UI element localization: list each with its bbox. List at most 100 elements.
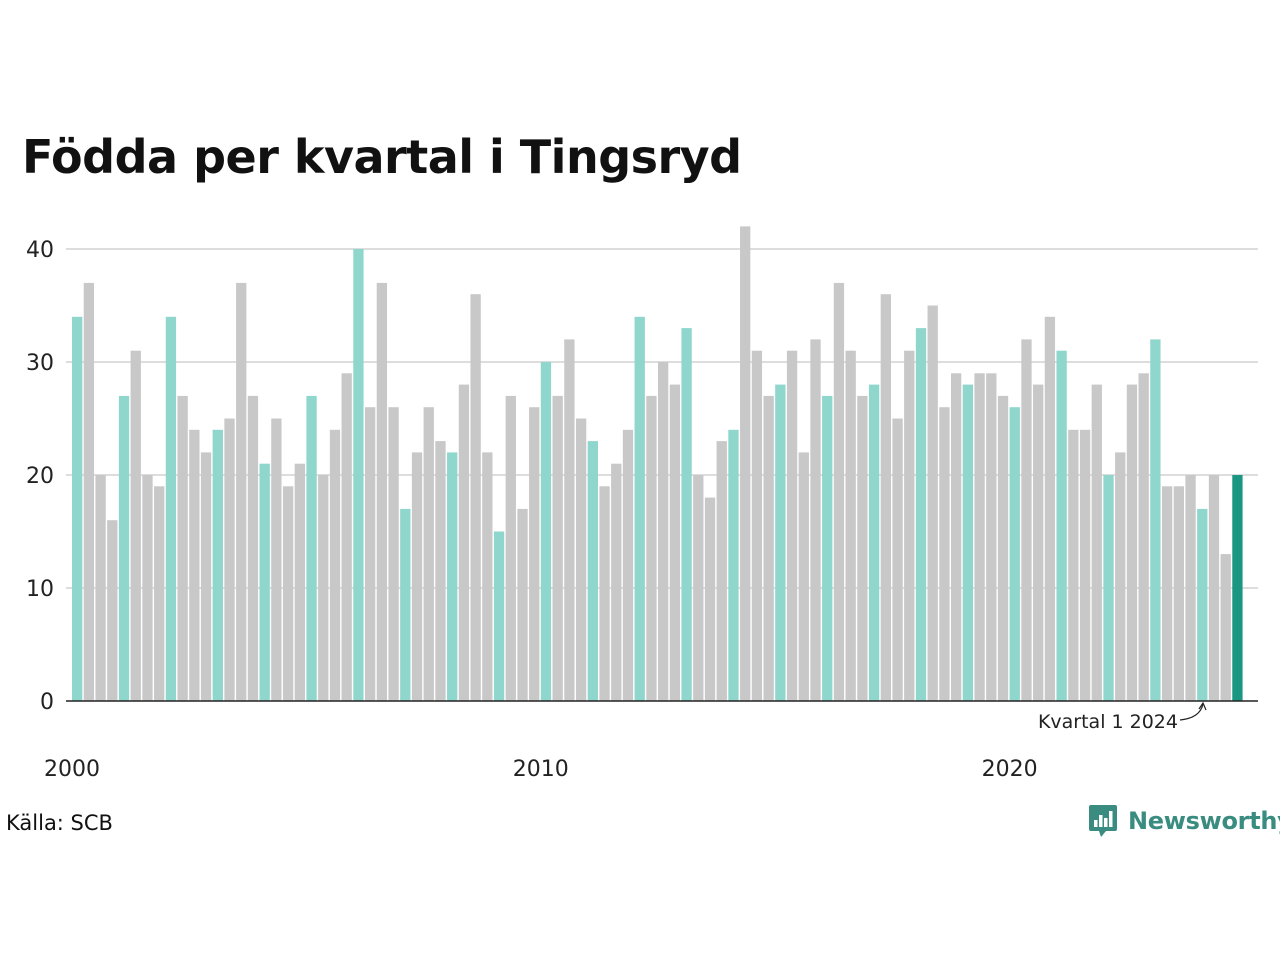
bar: [236, 282, 247, 701]
bar: [306, 395, 317, 701]
bar: [1126, 384, 1138, 701]
bar: [1197, 508, 1208, 701]
bar: [880, 294, 891, 701]
bar: [189, 429, 200, 701]
bar: [798, 452, 809, 701]
bar: [329, 429, 341, 701]
bar: [986, 373, 997, 701]
bar: [1009, 407, 1020, 701]
bar: [704, 497, 716, 701]
bar: [857, 395, 868, 701]
bar: [341, 373, 352, 701]
bar: [540, 362, 552, 701]
bar: [997, 395, 1009, 701]
bar: [892, 418, 903, 701]
bar: [1091, 384, 1102, 701]
bar: [740, 226, 751, 701]
x-axis: 2000 2010 2020: [44, 700, 1258, 782]
bar: [868, 384, 880, 701]
bar: [833, 282, 845, 701]
bar: [974, 373, 985, 701]
bar: [728, 429, 739, 701]
bar: [493, 531, 505, 701]
bar: [1056, 350, 1067, 701]
annotation: Kvartal 1 2024: [1038, 701, 1207, 733]
bar: [915, 328, 927, 701]
bar: [259, 463, 270, 701]
bar: [388, 407, 399, 701]
annotation-arrowhead: [1198, 701, 1207, 711]
bar: [118, 395, 130, 701]
bar: [564, 339, 575, 701]
bar: [95, 475, 106, 701]
annotation-label: Kvartal 1 2024: [1038, 711, 1178, 733]
bar: [1161, 486, 1173, 701]
bar: [716, 441, 727, 701]
y-tick-label: 40: [26, 238, 54, 263]
bar: [904, 350, 915, 701]
bar: [587, 441, 598, 701]
bar: [447, 452, 458, 701]
x-tick-label: 2000: [44, 757, 100, 782]
x-tick-label: 2010: [513, 757, 569, 782]
y-tick-label: 0: [40, 690, 54, 715]
brand-name: Newsworthy: [1128, 807, 1280, 835]
bar: [294, 463, 305, 701]
y-axis: 0 10 20 30 40: [26, 238, 54, 715]
bar: [693, 475, 704, 701]
bar: [1138, 373, 1149, 701]
bar-chart: 0 10 20 30 40 2000 2010 2020 Kvartal 1 2024: [26, 226, 1258, 782]
bar: [318, 475, 329, 701]
bar: [681, 328, 692, 701]
bar: [646, 395, 657, 701]
bar: [177, 395, 188, 701]
newsworthy-logo-icon: [1089, 805, 1117, 837]
bar: [1208, 475, 1220, 701]
bar: [212, 429, 223, 701]
bar: [517, 508, 528, 701]
bar: [1103, 475, 1114, 701]
bar: [611, 463, 622, 701]
bar: [822, 395, 833, 701]
bar: [1033, 384, 1044, 701]
bar: [927, 305, 938, 701]
bar: [786, 350, 798, 701]
bar: [247, 395, 259, 701]
bar: [482, 452, 493, 701]
bar: [200, 452, 212, 701]
bar: [282, 486, 294, 701]
source-note: Källa: SCB: [6, 811, 113, 835]
bar: [224, 418, 235, 701]
brand-logo: Newsworthy: [1088, 803, 1280, 839]
y-tick-label: 10: [26, 577, 54, 602]
bar: [552, 395, 563, 701]
bar: [165, 316, 177, 701]
bar: [634, 316, 645, 701]
bar: [72, 316, 83, 701]
bar: [962, 384, 974, 701]
bar: [435, 441, 446, 701]
bar: [669, 384, 681, 701]
bar: [575, 418, 587, 701]
bar: [810, 339, 821, 701]
chart-title: Födda per kvartal i Tingsryd: [22, 130, 742, 184]
bar: [658, 362, 669, 701]
bar: [1185, 475, 1196, 701]
bar: [951, 373, 962, 701]
bars: [72, 226, 1243, 701]
y-tick-label: 20: [26, 464, 54, 489]
bar: [83, 282, 95, 701]
bar: [458, 384, 470, 701]
bar: [411, 452, 423, 701]
bar: [1068, 429, 1079, 701]
bar: [142, 475, 153, 701]
bar: [400, 508, 411, 701]
bar: [130, 350, 141, 701]
bar: [1173, 486, 1184, 701]
x-tick-label: 2020: [982, 757, 1038, 782]
bar: [470, 294, 481, 701]
bar: [1220, 554, 1231, 701]
bar: [599, 486, 610, 701]
bar: [376, 282, 388, 701]
bar: [505, 395, 516, 701]
